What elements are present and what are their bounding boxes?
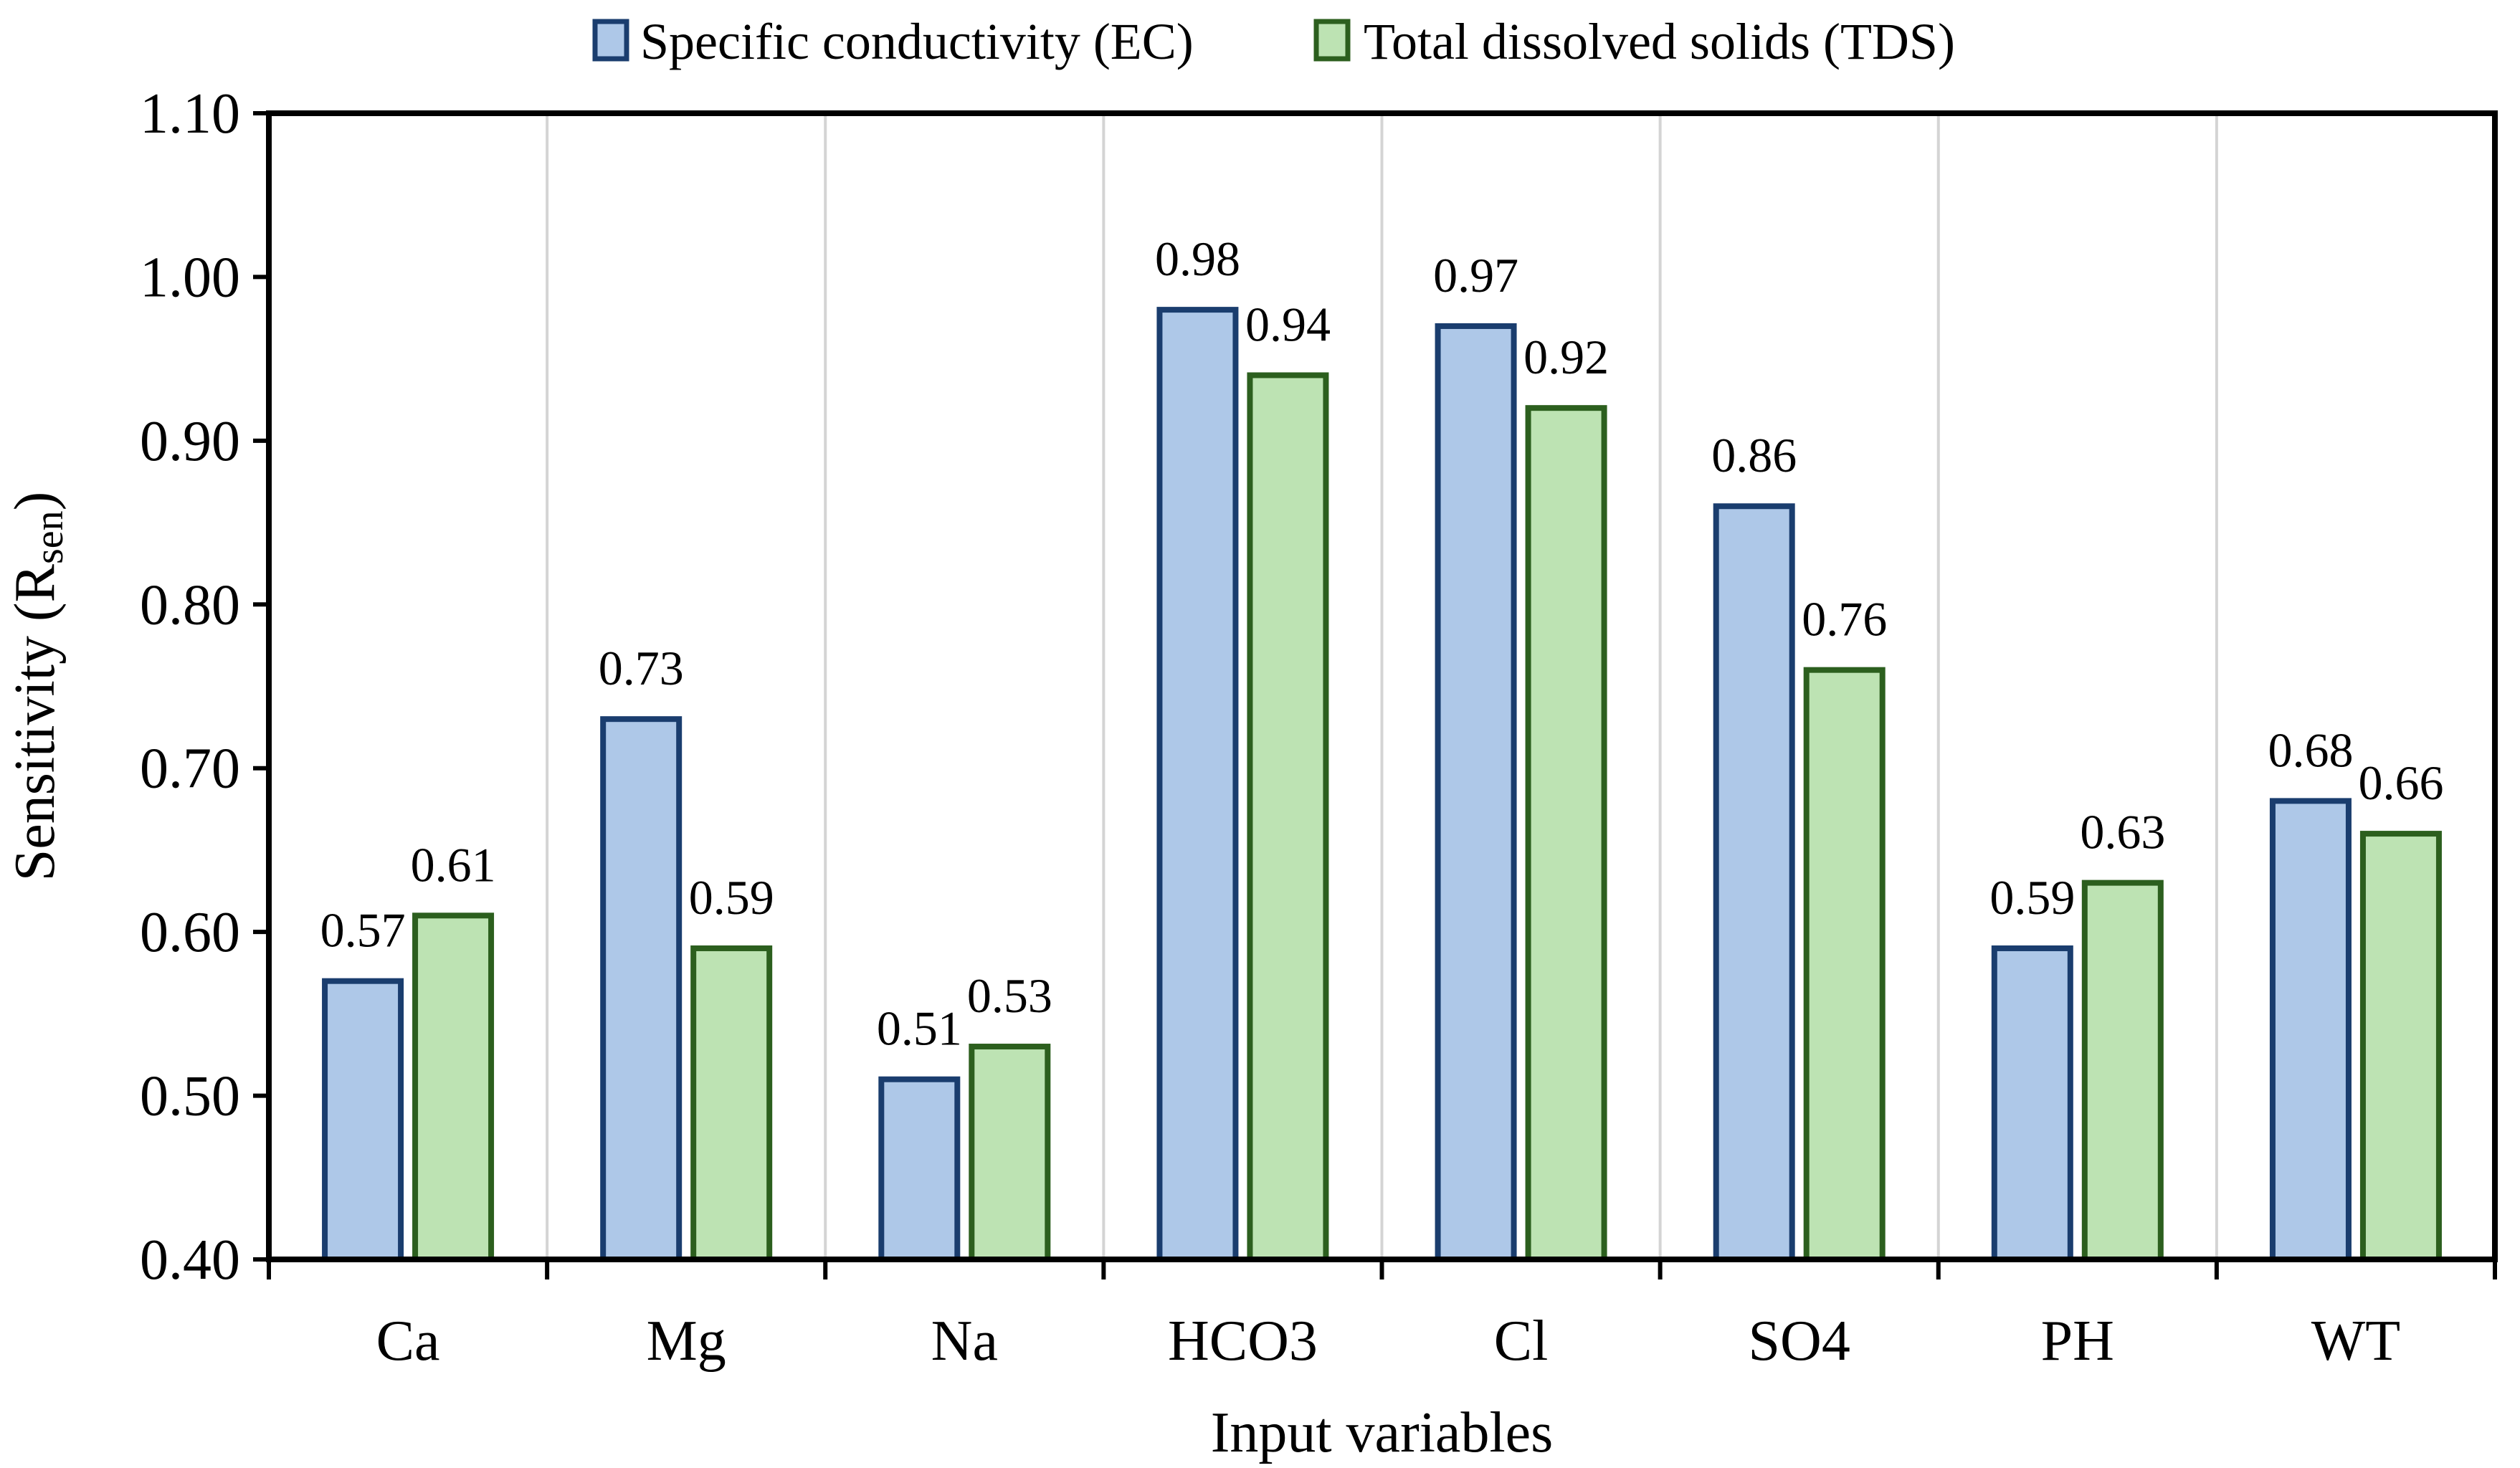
bar-tds-cl xyxy=(1525,405,1607,1263)
data-label-ec-wt: 0.68 xyxy=(2268,723,2353,777)
bar-tds-na xyxy=(969,1044,1051,1262)
y-tick-label: 1.00 xyxy=(140,246,240,309)
bar-tds-wt xyxy=(2359,831,2442,1262)
bar-ec-wt xyxy=(2269,798,2352,1262)
y-tick-label: 0.90 xyxy=(140,410,240,473)
legend-swatch-tds xyxy=(1313,19,1351,62)
data-label-tds-mg: 0.59 xyxy=(689,870,774,925)
bar-tds-ph xyxy=(2081,880,2164,1262)
bar-ec-na xyxy=(878,1076,961,1262)
y-tick-label: 0.60 xyxy=(140,901,240,964)
x-tick-label-cl: Cl xyxy=(1494,1310,1549,1373)
data-label-tds-ca: 0.61 xyxy=(411,837,496,892)
bar-ec-so4 xyxy=(1713,503,1795,1263)
data-label-tds-hco3: 0.94 xyxy=(1245,297,1331,351)
bar-tds-hco3 xyxy=(1247,372,1329,1262)
y-tick-label: 0.50 xyxy=(140,1065,240,1128)
data-label-ec-cl: 0.97 xyxy=(1433,248,1518,302)
legend-swatch-ec xyxy=(592,19,629,62)
x-tick-label-hco3: HCO3 xyxy=(1168,1310,1318,1373)
category-separators xyxy=(546,113,2218,1259)
data-label-tds-ph: 0.63 xyxy=(2080,805,2165,859)
legend-label-tds: Total dissolved solids (TDS) xyxy=(1364,13,1955,70)
y-tick-label: 0.80 xyxy=(140,573,240,637)
data-label-tds-cl: 0.92 xyxy=(1523,330,1609,384)
data-label-ec-mg: 0.73 xyxy=(599,641,684,695)
y-axis: 0.40 0.50 0.60 0.70 0.80 0.90 1.00 1.10 xyxy=(140,82,269,1292)
legend-label-ec: Specific conductivity (EC) xyxy=(640,13,1194,70)
x-axis: Ca Mg Na HCO3 Cl SO4 PH WT xyxy=(267,1259,2497,1373)
y-tick-label: 0.70 xyxy=(140,738,240,801)
x-tick-label-na: Na xyxy=(931,1310,998,1373)
data-label-tds-so4: 0.76 xyxy=(1802,592,1887,647)
legend: Specific conductivity (EC) Total dissolv… xyxy=(592,13,1955,70)
bar-ec-mg xyxy=(600,716,683,1262)
data-label-ec-ca: 0.57 xyxy=(320,903,406,958)
x-tick-label-so4: SO4 xyxy=(1749,1310,1850,1373)
data-label-ec-hco3: 0.98 xyxy=(1155,232,1240,286)
data-label-ec-so4: 0.86 xyxy=(1711,428,1797,482)
bar-tds-ca xyxy=(412,912,495,1263)
y-tick-label: 0.40 xyxy=(140,1229,240,1292)
data-label-tds-wt: 0.66 xyxy=(2358,756,2443,810)
bars xyxy=(322,307,2442,1263)
data-label-ec-ph: 0.59 xyxy=(1989,870,2075,925)
x-tick-label-wt: WT xyxy=(2311,1310,2400,1373)
y-axis-title: Sensitivity (Rsen) xyxy=(4,492,72,882)
y-axis-title-close: ) xyxy=(4,492,67,511)
bar-ec-hco3 xyxy=(1156,307,1239,1263)
bar-ec-ca xyxy=(322,978,404,1262)
data-labels: 0.570.61 0.73 0.59 0.510.53 0.980.94 0.970.92… xyxy=(320,232,2444,1056)
bar-ec-cl xyxy=(1435,323,1517,1262)
data-label-ec-na: 0.51 xyxy=(877,1001,962,1056)
y-tick-label: 1.10 xyxy=(140,82,240,146)
y-axis-title-main: Sensitivity (R xyxy=(4,563,67,881)
x-axis-title: Input variables xyxy=(1211,1401,1554,1464)
x-tick-label-ca: Ca xyxy=(376,1310,440,1373)
x-tick-label-ph: PH xyxy=(2041,1310,2114,1373)
data-label-tds-na: 0.53 xyxy=(967,968,1052,1023)
bar-ec-ph xyxy=(1991,945,2073,1262)
bar-tds-so4 xyxy=(1803,667,1886,1262)
bar-tds-mg xyxy=(690,945,773,1262)
y-axis-title-subscript: sen xyxy=(27,510,72,564)
x-tick-label-mg: Mg xyxy=(647,1310,726,1373)
